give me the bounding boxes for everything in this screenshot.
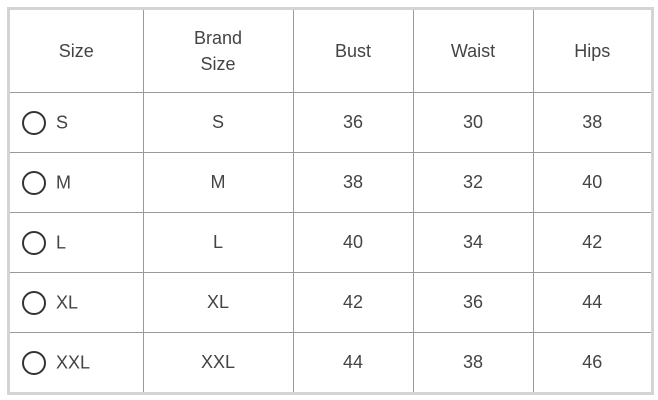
table-row[interactable]: M M 38 32 40 — [10, 152, 651, 213]
waist-cell: 32 — [412, 152, 534, 213]
brand-size-cell: M — [142, 152, 294, 213]
table-row[interactable]: L L 40 34 42 — [10, 212, 651, 273]
hips-cell: 40 — [532, 152, 651, 213]
size-cell[interactable]: L — [10, 212, 144, 273]
radio-button[interactable] — [22, 230, 46, 255]
hips-cell: 44 — [532, 272, 651, 333]
waist-cell: 34 — [412, 212, 534, 273]
brand-size-cell: S — [142, 92, 294, 153]
hips-cell: 38 — [532, 92, 651, 153]
size-table: Size Brand Size Bust Waist Hips S S 36 30 38 M… — [10, 10, 651, 392]
bust-cell: 38 — [292, 152, 414, 213]
waist-cell: 38 — [412, 332, 534, 392]
size-cell[interactable]: S — [10, 92, 144, 153]
header-bust: Bust — [292, 10, 414, 93]
header-size-line: Size — [200, 54, 236, 74]
size-label: XL — [56, 292, 79, 312]
table-row[interactable]: S S 36 30 38 — [10, 92, 651, 153]
radio-button[interactable] — [22, 350, 46, 375]
radio-button[interactable] — [22, 170, 46, 195]
header-brand-line: Brand — [193, 28, 243, 48]
bust-cell: 40 — [292, 212, 414, 273]
header-waist: Waist — [412, 10, 534, 93]
table-row[interactable]: XL XL 42 36 44 — [10, 272, 651, 333]
size-cell[interactable]: XL — [10, 272, 144, 333]
hips-cell: 46 — [532, 332, 651, 392]
brand-size-cell: XXL — [142, 332, 294, 392]
waist-cell: 36 — [412, 272, 534, 333]
radio-button[interactable] — [22, 110, 46, 135]
header-size: Size — [10, 10, 144, 93]
size-cell[interactable]: XXL — [10, 332, 144, 392]
table-row[interactable]: XXL XXL 44 38 46 — [10, 332, 651, 392]
size-label: S — [56, 112, 69, 132]
bust-cell: 42 — [292, 272, 414, 333]
radio-button[interactable] — [22, 290, 46, 315]
header-hips: Hips — [532, 10, 651, 93]
bust-cell: 44 — [292, 332, 414, 392]
size-label: L — [56, 232, 67, 252]
header-brand-size: Brand Size — [142, 10, 294, 93]
brand-size-cell: XL — [142, 272, 294, 333]
size-chart: Size Brand Size Bust Waist Hips S S 36 30 38 M… — [7, 7, 654, 395]
size-label: M — [56, 172, 71, 192]
brand-size-cell: L — [142, 212, 294, 273]
size-cell[interactable]: M — [10, 152, 144, 213]
waist-cell: 30 — [412, 92, 534, 153]
header-row: Size Brand Size Bust Waist Hips — [10, 10, 651, 93]
hips-cell: 42 — [532, 212, 651, 273]
size-label: XXL — [56, 352, 91, 372]
bust-cell: 36 — [292, 92, 414, 153]
